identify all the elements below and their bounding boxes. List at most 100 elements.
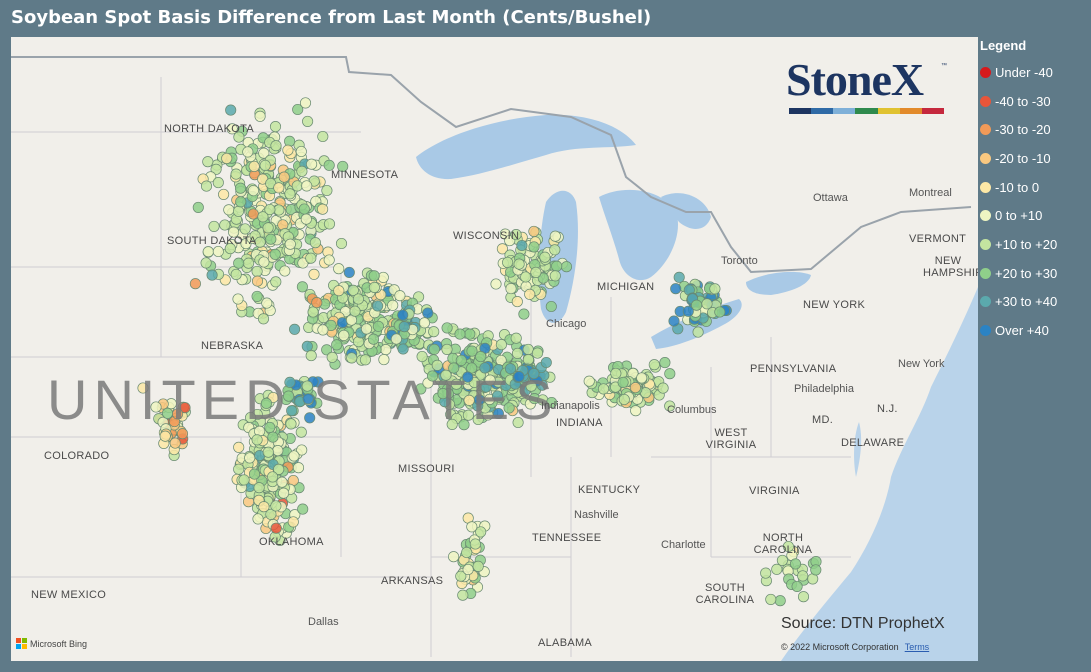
data-point[interactable] <box>278 171 290 183</box>
data-point[interactable] <box>682 305 694 317</box>
data-point[interactable] <box>208 220 220 232</box>
terms-link[interactable]: Terms <box>904 642 930 652</box>
data-point[interactable] <box>448 362 460 374</box>
data-point[interactable] <box>321 344 333 356</box>
data-point[interactable] <box>270 500 282 512</box>
data-point[interactable] <box>302 115 314 127</box>
data-point[interactable] <box>284 238 296 250</box>
data-point[interactable] <box>137 382 149 394</box>
data-point[interactable] <box>189 278 201 290</box>
data-point[interactable] <box>549 244 561 256</box>
data-point[interactable] <box>368 270 380 282</box>
data-point[interactable] <box>257 211 269 223</box>
data-point[interactable] <box>446 418 458 430</box>
data-point[interactable] <box>233 441 245 453</box>
data-point[interactable] <box>512 416 524 429</box>
data-point[interactable] <box>311 297 323 309</box>
data-point[interactable] <box>522 354 534 366</box>
data-point[interactable] <box>426 370 439 382</box>
data-point[interactable] <box>273 463 285 475</box>
data-point[interactable] <box>292 462 305 474</box>
data-point[interactable] <box>490 278 502 290</box>
data-point[interactable] <box>179 402 191 414</box>
data-point[interactable] <box>549 270 561 282</box>
data-point[interactable] <box>428 326 440 338</box>
data-point[interactable] <box>537 272 549 284</box>
data-point[interactable] <box>336 317 348 329</box>
data-point[interactable] <box>629 382 641 394</box>
data-point[interactable] <box>257 313 270 325</box>
data-point[interactable] <box>317 130 329 143</box>
data-point[interactable] <box>394 290 406 302</box>
data-point[interactable] <box>235 196 247 208</box>
data-point[interactable] <box>269 121 282 133</box>
data-point[interactable] <box>267 431 279 443</box>
data-point[interactable] <box>297 503 309 515</box>
data-point[interactable] <box>243 257 255 269</box>
legend-item[interactable]: Under -40 <box>980 58 1088 87</box>
data-point[interactable] <box>617 376 629 388</box>
legend-item[interactable]: 0 to +10 <box>980 201 1088 230</box>
data-point[interactable] <box>546 396 558 409</box>
data-point[interactable] <box>455 570 467 582</box>
data-point[interactable] <box>709 283 721 295</box>
data-point[interactable] <box>346 352 358 364</box>
data-point[interactable] <box>260 397 272 409</box>
data-point[interactable] <box>372 320 384 332</box>
data-point[interactable] <box>462 563 474 576</box>
data-point[interactable] <box>491 390 504 402</box>
legend-item[interactable]: Over +40 <box>980 316 1088 345</box>
data-point[interactable] <box>431 359 443 371</box>
data-point[interactable] <box>352 293 364 305</box>
data-point[interactable] <box>295 145 307 158</box>
data-point[interactable] <box>238 474 250 486</box>
data-point[interactable] <box>202 156 214 168</box>
legend-item[interactable]: -10 to 0 <box>980 173 1088 202</box>
data-point[interactable] <box>284 376 296 388</box>
data-point[interactable] <box>377 271 389 283</box>
data-point[interactable] <box>462 409 474 421</box>
data-point[interactable] <box>659 357 671 369</box>
data-point[interactable] <box>254 236 266 248</box>
data-point[interactable] <box>415 383 427 395</box>
legend-item[interactable]: -20 to -10 <box>980 144 1088 173</box>
data-point[interactable] <box>349 305 361 317</box>
data-point[interactable] <box>224 243 236 255</box>
data-point[interactable] <box>378 354 390 366</box>
data-point[interactable] <box>648 359 660 371</box>
data-point[interactable] <box>454 328 466 340</box>
data-point[interactable] <box>248 160 260 172</box>
data-point[interactable] <box>335 237 348 250</box>
data-point[interactable] <box>359 354 371 366</box>
data-point[interactable] <box>458 419 470 431</box>
data-point[interactable] <box>331 339 343 351</box>
data-point[interactable] <box>248 468 261 480</box>
data-point[interactable] <box>219 219 231 231</box>
data-point[interactable] <box>276 476 288 488</box>
data-point[interactable] <box>347 284 359 296</box>
data-point[interactable] <box>551 260 563 272</box>
data-point[interactable] <box>300 213 312 225</box>
data-point[interactable] <box>321 184 333 197</box>
data-point[interactable] <box>418 317 431 329</box>
data-point[interactable] <box>259 159 271 171</box>
data-point[interactable] <box>287 516 299 528</box>
data-point[interactable] <box>448 551 460 563</box>
data-point[interactable] <box>664 368 676 380</box>
data-point[interactable] <box>504 363 517 375</box>
data-point[interactable] <box>462 371 474 383</box>
data-point[interactable] <box>549 230 561 242</box>
data-point[interactable] <box>484 374 496 386</box>
data-point[interactable] <box>510 229 522 241</box>
data-point[interactable] <box>528 225 540 237</box>
data-point[interactable] <box>282 144 294 156</box>
data-point[interactable] <box>239 223 251 235</box>
data-point[interactable] <box>230 268 242 280</box>
data-point[interactable] <box>302 393 314 405</box>
data-point[interactable] <box>343 266 355 278</box>
data-point[interactable] <box>176 428 189 440</box>
data-point[interactable] <box>475 351 487 363</box>
data-point[interactable] <box>251 275 264 287</box>
data-point[interactable] <box>495 339 507 351</box>
data-point[interactable] <box>397 343 409 355</box>
